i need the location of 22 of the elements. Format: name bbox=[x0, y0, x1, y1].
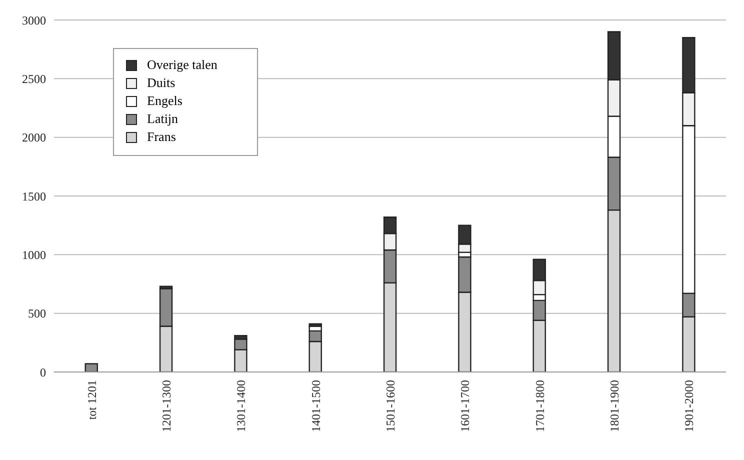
y-tick-label: 2000 bbox=[22, 130, 46, 145]
y-tick-label: 0 bbox=[40, 365, 46, 380]
y-tick-label: 1000 bbox=[22, 248, 46, 262]
x-tick-label: 1501-1600 bbox=[384, 380, 398, 432]
x-tick-label: 1801-1900 bbox=[608, 380, 622, 432]
legend-label: Frans bbox=[147, 129, 176, 145]
x-tick-label: 1401-1500 bbox=[308, 380, 323, 432]
y-tick-label: 3000 bbox=[22, 13, 46, 28]
x-tick-label: 1201-1300 bbox=[160, 380, 174, 432]
y-tick-label: 2500 bbox=[22, 72, 46, 86]
x-tick-label: tot 1201 bbox=[84, 380, 99, 420]
x-tick-label: 1301-1400 bbox=[234, 380, 248, 432]
y-tick-label: 500 bbox=[28, 306, 46, 321]
x-tick-label: 1701-1800 bbox=[532, 380, 547, 432]
legend-label: Duits bbox=[147, 75, 176, 91]
legend-label: Overige talen bbox=[147, 57, 218, 73]
bar bbox=[84, 363, 98, 372]
x-tick-label: 1901-2000 bbox=[682, 380, 696, 432]
y-tick-label: 1500 bbox=[22, 189, 46, 204]
legend-label: Latijn bbox=[147, 111, 178, 127]
legend-label: Engels bbox=[147, 93, 182, 109]
x-tick-label: 1601-1700 bbox=[458, 380, 472, 432]
